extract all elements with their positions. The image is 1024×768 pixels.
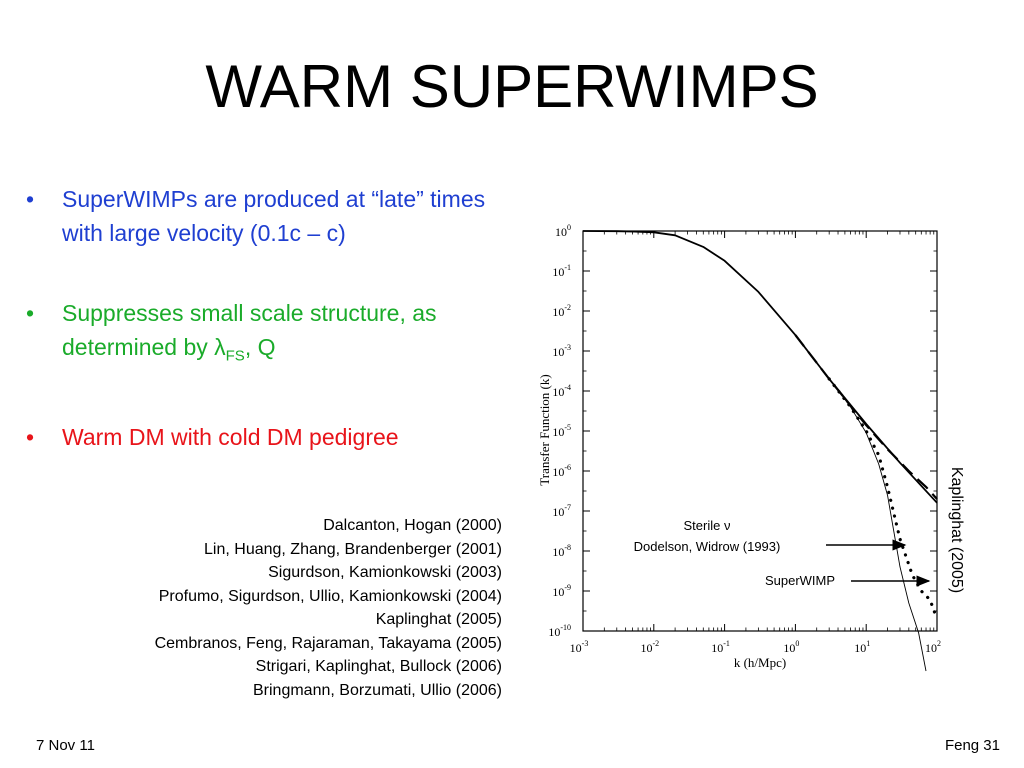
reference-item: Lin, Huang, Zhang, Brandenberger (2001) (204, 540, 502, 558)
reference-item: Strigari, Kaplinghat, Bullock (2006) (255, 658, 502, 675)
reference-item: Bringmann, Borzumati, Ullio (2006) (253, 681, 502, 699)
bullet-list: • SuperWIMPs are produced at “late” time… (22, 182, 522, 500)
y-tick-label: 10-9 (552, 583, 571, 599)
bullet-dot: • (26, 300, 35, 326)
x-tick-label: 101 (854, 639, 870, 655)
lambda-subscript: FS (225, 347, 245, 365)
y-tick-label: 100 (555, 223, 571, 239)
y-tick-label: 10-3 (552, 343, 571, 359)
series-line-thin (828, 378, 927, 672)
x-tick-label: 10-3 (570, 639, 589, 655)
lambda-symbol: λ (214, 334, 226, 360)
y-tick-label: 10-1 (552, 263, 571, 279)
y-axis-label: Transfer Function (k) (537, 374, 552, 485)
reference-item: Sigurdson, Kamionkowski (2003) (268, 564, 502, 581)
references-list: Dalcanton, Hogan (2000) Lin, Huang, Zhan… (155, 514, 502, 702)
bullet-item: • Warm DM with cold DM pedigree (22, 420, 522, 454)
reference-item: Dalcanton, Hogan (2000) (323, 517, 502, 534)
x-tick-label: 102 (925, 639, 941, 655)
bullet-dot: • (26, 186, 35, 212)
y-tick-label: 10-4 (552, 383, 571, 399)
bullet-text-end: , Q (244, 334, 276, 360)
x-axis-label: k (h/Mpc) (734, 655, 786, 670)
slide-title: WARM SUPERWIMPS (205, 53, 819, 120)
chart-axes: 10-3 10-2 10-1 100 101 102 100 10-1 10-2 10-3 10-4… (548, 223, 941, 655)
bullet-text: Warm DM with cold DM pedigree (62, 423, 399, 450)
bullet-item: • Suppresses small scale structure, as d… (22, 296, 522, 374)
y-tick-label: 10-2 (552, 303, 571, 319)
reference-item: Profumo, Sigurdson, Ullio, Kamionkowski … (158, 587, 502, 605)
y-tick-label: 10-7 (552, 503, 571, 519)
y-tick-label: 10-5 (552, 423, 571, 439)
bullet-item: • SuperWIMPs are produced at “late” time… (22, 182, 522, 250)
annotation-sterile-line2: Dodelson, Widrow (1993) (634, 539, 781, 554)
chart-series (582, 230, 939, 672)
series-line-dashed (794, 334, 938, 500)
footer-date: 7 Nov 11 (36, 737, 95, 754)
annotation-superwimp: SuperWIMP (765, 573, 835, 588)
x-tick-label: 10-1 (711, 639, 730, 655)
series-line-solid (582, 230, 938, 504)
y-tick-label: 10-10 (548, 623, 571, 639)
bullet-text: SuperWIMPs are produced at “late” times … (62, 186, 486, 246)
plot-frame (582, 230, 938, 632)
footer-page: Feng 31 (944, 737, 1000, 754)
series-line-dotted (827, 377, 939, 621)
x-tick-label: 100 (783, 639, 799, 655)
annotation-kaplinghat: Kaplinghat (2005) (948, 467, 965, 593)
y-tick-label: 10-8 (552, 543, 571, 559)
bullet-text: Suppresses small scale structure, as det… (62, 300, 437, 360)
y-tick-label: 10-6 (552, 463, 571, 479)
annotation-sterile-line1: Sterile ν (684, 518, 731, 533)
x-tick-label: 10-2 (640, 639, 659, 655)
bullet-dot: • (26, 423, 35, 450)
reference-item: Kaplinghat (2005) (375, 611, 502, 628)
reference-item: Cembranos, Feng, Rajaraman, Takayama (20… (154, 634, 502, 652)
